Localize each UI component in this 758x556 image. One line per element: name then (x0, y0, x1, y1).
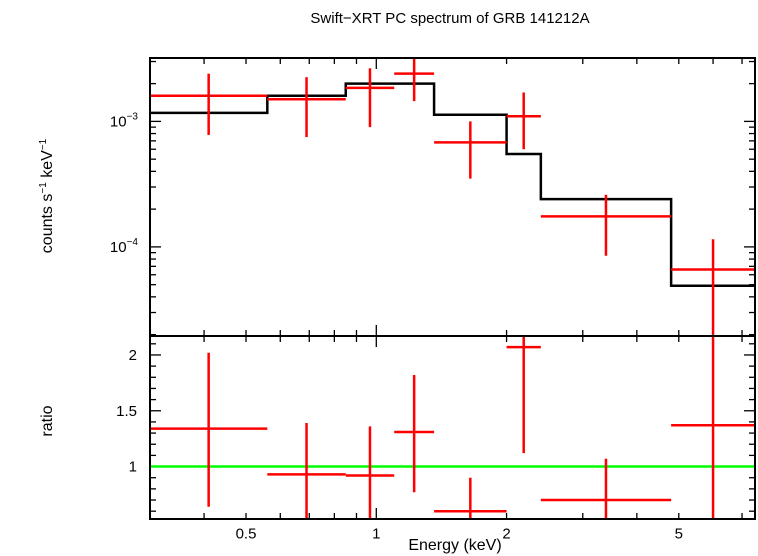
x-tick-label: 0.5 (236, 525, 257, 542)
y-tick-label: 10−4 (110, 237, 139, 256)
x-axis-label: Energy (keV) (408, 537, 501, 554)
x-tick-label: 1 (372, 525, 380, 542)
x-tick-label: 5 (675, 525, 683, 542)
spectrum-panel: 10−3 10−4 (110, 57, 756, 337)
x-tick-label: 2 (502, 525, 510, 542)
y-tick-label: 10−3 (110, 111, 139, 130)
y-tick-label: 1.5 (116, 403, 137, 420)
ratio-panel: 1 1.5 2 0.5 1 2 5 (116, 335, 756, 542)
top-y-axis-label: counts s−1 keV−1 (38, 138, 56, 253)
panel-frame (149, 335, 756, 520)
y-tick-label: 2 (129, 347, 137, 364)
y-tick-label: 1 (129, 459, 137, 476)
model-curve (150, 82, 755, 288)
ratio-y-axis-label: ratio (39, 405, 56, 436)
chart-title: Swift−XRT PC spectrum of GRB 141212A (310, 10, 589, 27)
panel-frame (149, 57, 756, 337)
